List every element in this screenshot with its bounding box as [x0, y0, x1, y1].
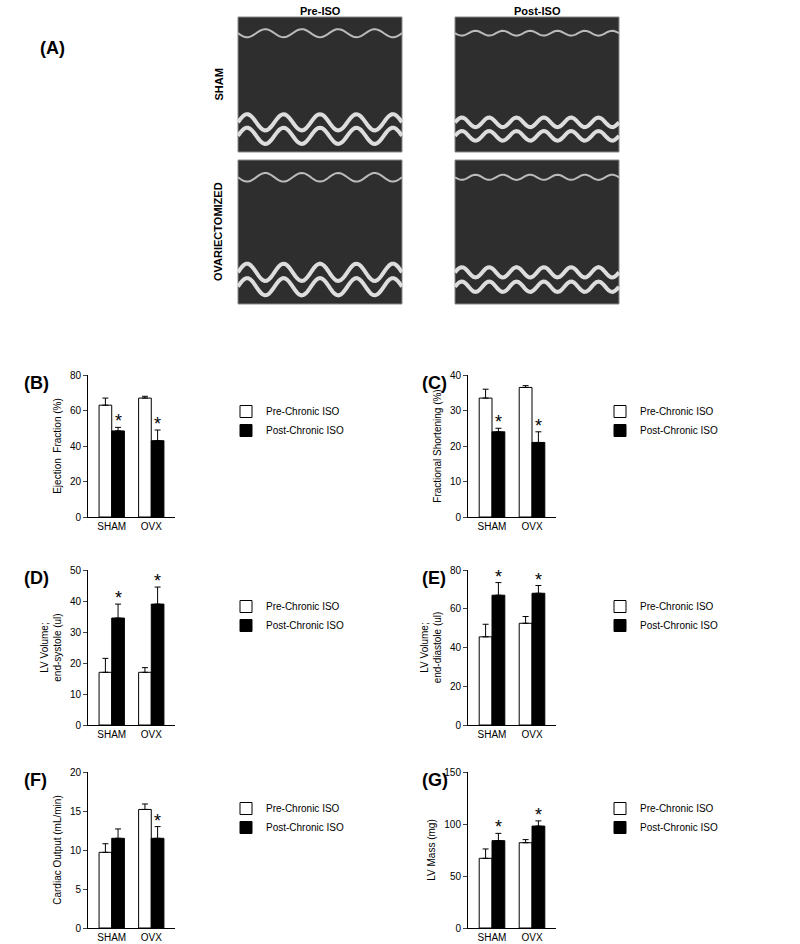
- svg-text:SHAM: SHAM: [478, 932, 507, 943]
- svg-text:Pre-Chronic ISO: Pre-Chronic ISO: [266, 406, 340, 417]
- svg-text:0: 0: [75, 720, 81, 731]
- svg-text:10: 10: [70, 845, 82, 856]
- svg-text:*: *: [495, 412, 502, 432]
- svg-text:OVX: OVX: [141, 932, 162, 943]
- svg-text:15: 15: [70, 806, 82, 817]
- svg-text:(C): (C): [422, 373, 447, 393]
- svg-text:Pre-Chronic ISO: Pre-Chronic ISO: [266, 803, 340, 814]
- svg-text:Post-Chronic ISO: Post-Chronic ISO: [266, 822, 344, 833]
- svg-text:0: 0: [455, 720, 461, 731]
- svg-text:*: *: [115, 588, 122, 608]
- svg-text:Pre-Chronic ISO: Pre-Chronic ISO: [640, 601, 714, 612]
- svg-text:*: *: [535, 805, 542, 825]
- svg-text:LV Volume;end-systole (ul): LV Volume;end-systole (ul): [39, 613, 63, 681]
- svg-text:Ejection Fraction (%): Ejection Fraction (%): [52, 398, 63, 494]
- svg-text:SHAM: SHAM: [97, 729, 126, 740]
- svg-text:0: 0: [455, 512, 461, 523]
- svg-text:5: 5: [75, 884, 81, 895]
- svg-text:40: 40: [450, 642, 462, 653]
- svg-text:(D): (D): [24, 568, 49, 588]
- svg-text:OVX: OVX: [141, 521, 162, 532]
- svg-text:OVX: OVX: [521, 521, 542, 532]
- svg-text:80: 80: [70, 370, 82, 381]
- svg-text:150: 150: [444, 767, 461, 778]
- svg-text:20: 20: [70, 476, 82, 487]
- svg-text:10: 10: [70, 689, 82, 700]
- svg-text:*: *: [154, 811, 161, 831]
- svg-text:Pre-ISO: Pre-ISO: [300, 5, 341, 17]
- svg-text:40: 40: [70, 441, 82, 452]
- svg-text:(G): (G): [422, 770, 448, 790]
- svg-text:*: *: [535, 416, 542, 436]
- svg-text:OVX: OVX: [521, 729, 542, 740]
- svg-text:Post-ISO: Post-ISO: [514, 5, 561, 17]
- svg-text:Post-Chronic ISO: Post-Chronic ISO: [266, 620, 344, 631]
- svg-text:80: 80: [450, 565, 462, 576]
- svg-text:50: 50: [450, 871, 462, 882]
- svg-text:SHAM: SHAM: [97, 521, 126, 532]
- svg-text:Pre-Chronic ISO: Pre-Chronic ISO: [266, 601, 340, 612]
- svg-text:LV Volume;end-diastole (ul): LV Volume;end-diastole (ul): [419, 612, 443, 684]
- svg-text:*: *: [154, 571, 161, 591]
- svg-text:*: *: [495, 817, 502, 837]
- svg-text:(A): (A): [40, 38, 65, 58]
- svg-text:SHAM: SHAM: [478, 729, 507, 740]
- svg-text:50: 50: [70, 565, 82, 576]
- svg-text:30: 30: [70, 627, 82, 638]
- svg-text:20: 20: [70, 658, 82, 669]
- svg-text:10: 10: [450, 476, 462, 487]
- svg-text:20: 20: [450, 681, 462, 692]
- svg-text:Pre-Chronic ISO: Pre-Chronic ISO: [640, 406, 714, 417]
- svg-text:20: 20: [70, 767, 82, 778]
- svg-text:(F): (F): [24, 770, 47, 790]
- svg-text:0: 0: [455, 923, 461, 934]
- svg-text:40: 40: [450, 370, 462, 381]
- svg-text:20: 20: [450, 441, 462, 452]
- svg-text:Fractional Shortening (%): Fractional Shortening (%): [432, 389, 443, 502]
- svg-text:Post-Chronic ISO: Post-Chronic ISO: [266, 425, 344, 436]
- svg-text:100: 100: [444, 819, 461, 830]
- svg-text:SHAM: SHAM: [213, 68, 225, 100]
- svg-text:Post-Chronic ISO: Post-Chronic ISO: [640, 620, 718, 631]
- svg-text:Cardiac Output (mL/min): Cardiac Output (mL/min): [52, 795, 63, 904]
- svg-text:30: 30: [450, 405, 462, 416]
- svg-text:0: 0: [75, 512, 81, 523]
- svg-text:60: 60: [70, 405, 82, 416]
- svg-text:SHAM: SHAM: [97, 932, 126, 943]
- svg-text:Pre-Chronic ISO: Pre-Chronic ISO: [640, 803, 714, 814]
- svg-text:OVX: OVX: [521, 932, 542, 943]
- svg-text:0: 0: [75, 923, 81, 934]
- svg-text:LV Mass (mg): LV Mass (mg): [426, 819, 437, 881]
- svg-text:*: *: [154, 414, 161, 434]
- svg-text:Post-Chronic ISO: Post-Chronic ISO: [640, 822, 718, 833]
- svg-text:*: *: [115, 411, 122, 431]
- svg-text:40: 40: [70, 596, 82, 607]
- svg-text:60: 60: [450, 603, 462, 614]
- svg-text:OVX: OVX: [141, 729, 162, 740]
- svg-text:*: *: [495, 567, 502, 587]
- svg-text:*: *: [535, 570, 542, 590]
- svg-text:OVARIECTOMIZED: OVARIECTOMIZED: [212, 182, 224, 281]
- svg-text:(B): (B): [24, 373, 49, 393]
- svg-text:Post-Chronic ISO: Post-Chronic ISO: [640, 425, 718, 436]
- svg-text:SHAM: SHAM: [478, 521, 507, 532]
- svg-text:(E): (E): [422, 568, 446, 588]
